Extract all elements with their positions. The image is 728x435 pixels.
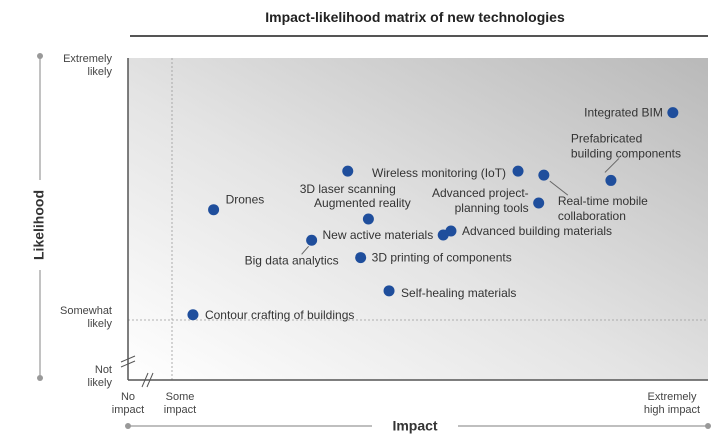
point-big-data-analytics	[306, 234, 318, 246]
point-label-wireless-monitoring-iot: Wireless monitoring (IoT)	[372, 166, 506, 180]
point-label-new-active-materials: New active materials	[323, 228, 434, 242]
x-tick-label: Extremely high impact	[644, 391, 700, 416]
point-label-integrated-bim: Integrated BIM	[584, 106, 663, 120]
point-leader-line	[604, 158, 620, 173]
point-integrated-bim	[667, 107, 679, 119]
point-label-prefabricated-building-components: Prefabricated building components	[571, 131, 681, 160]
point-advanced-project-planning-tools	[533, 197, 545, 209]
point-3d-laser-scanning	[342, 165, 354, 177]
x-tick-label: Some impact	[164, 391, 196, 416]
y-axis-title: Likelihood	[31, 190, 47, 260]
y-tick-labels: Not likely Somewhat likely Extremely likely	[60, 53, 112, 389]
point-label-drones: Drones	[226, 193, 265, 207]
point-label-advanced-building-materials: Advanced building materials	[462, 224, 612, 238]
x-axis-break-mark	[141, 372, 154, 388]
y-tick-label: Not likely	[88, 364, 113, 389]
point-prefabricated-building-components	[605, 174, 617, 186]
x-tick-labels: No impact Some impact Extremely high impact	[112, 391, 700, 416]
point-label-contour-crafting-of-buildings: Contour crafting of buildings	[205, 308, 354, 322]
point-contour-crafting-of-buildings	[187, 309, 199, 321]
x-axis-title: Impact	[392, 418, 437, 434]
y-axis-break-mark	[120, 355, 136, 368]
y-axis-title-group: Likelihood	[31, 53, 47, 381]
x-axis-title-group: Impact	[125, 418, 711, 434]
point-3d-printing-of-components	[355, 252, 367, 264]
point-wireless-monitoring-iot	[512, 165, 524, 177]
point-label-augmented-reality: Augmented reality	[314, 196, 411, 210]
y-tick-label: Extremely likely	[63, 53, 112, 78]
point-augmented-reality	[362, 213, 374, 225]
point-label-big-data-analytics: Big data analytics	[245, 253, 339, 267]
x-tick-label: No impact	[112, 391, 144, 416]
y-tick-label: Somewhat likely	[60, 305, 112, 330]
point-label-advanced-project-planning-tools: Advanced project-planning tools	[432, 186, 529, 215]
plot-background	[128, 58, 708, 380]
data-points: Integrated BIM Prefabricated building comp…	[187, 106, 681, 322]
point-leader-line	[301, 245, 310, 255]
point-real-time-mobile-collaboration	[538, 169, 550, 181]
point-label-real-time-mobile-collaboration: Real-time mobile collaboration	[558, 194, 648, 223]
point-label-self-healing-materials: Self-healing materials	[401, 286, 516, 300]
chart-title: Impact-likelihood matrix of new technolo…	[265, 9, 565, 25]
point-label-3d-laser-scanning: 3D laser scanning	[300, 182, 396, 196]
point-label-3d-printing-of-components: 3D printing of components	[372, 251, 512, 265]
point-drones	[208, 204, 220, 216]
point-self-healing-materials	[383, 285, 395, 297]
point-leader-line	[549, 180, 569, 196]
point-new-active-materials	[437, 229, 449, 241]
